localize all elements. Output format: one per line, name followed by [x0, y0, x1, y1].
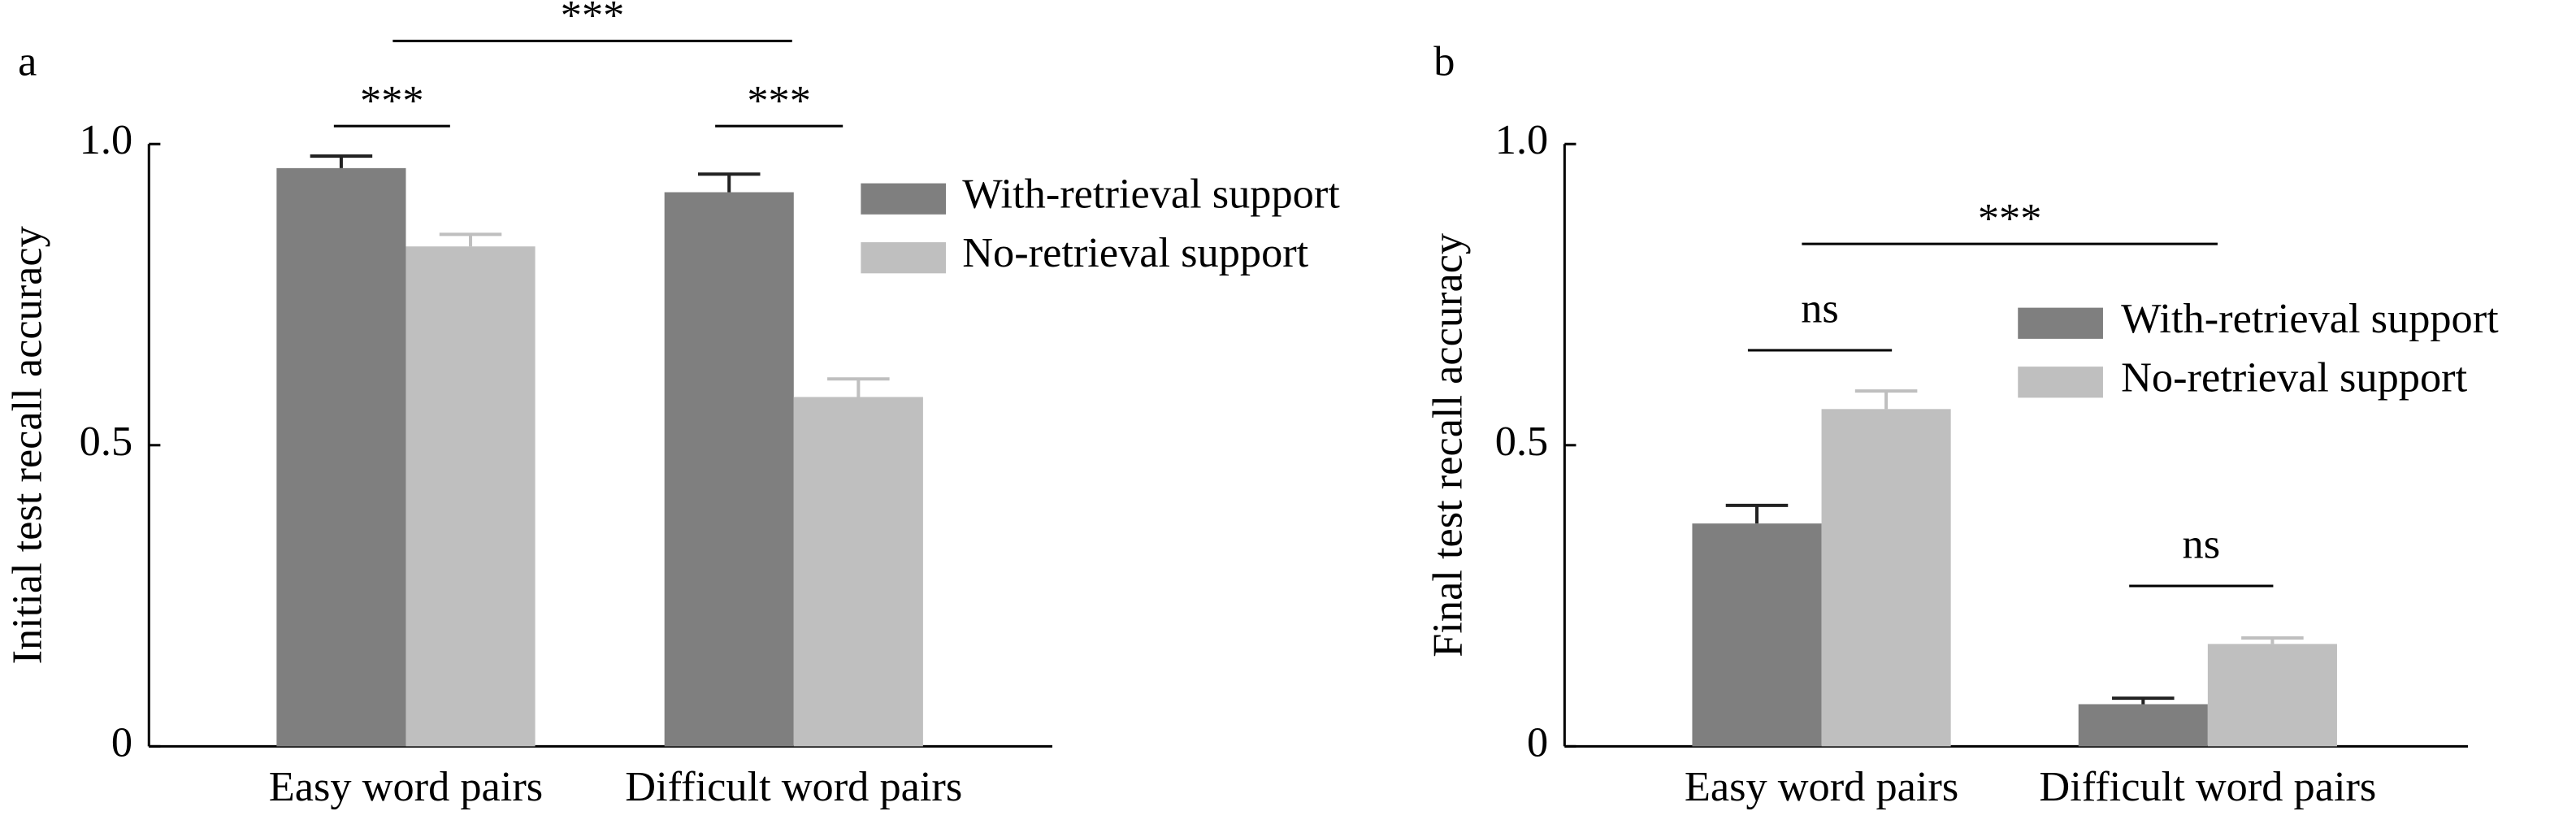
legend-label: No-retrieval support	[2121, 354, 2467, 401]
legend-label: With-retrieval support	[2121, 295, 2499, 342]
y-tick-label: 0	[111, 718, 132, 766]
error-bar	[2241, 636, 2304, 644]
y-axis-label: Final test recall accuracy	[1424, 233, 1471, 657]
bar	[1821, 409, 1951, 747]
x-tick-label: Easy word pairs	[269, 763, 543, 810]
bar	[793, 397, 923, 747]
bar	[2078, 704, 2208, 747]
y-axis-label: Initial test recall accuracy	[3, 226, 50, 664]
bar	[2207, 644, 2337, 747]
panel-label: b	[1433, 38, 1455, 85]
error-bar	[697, 172, 761, 193]
legend-swatch	[2018, 307, 2103, 339]
legend-swatch	[861, 183, 947, 215]
error-bar	[1725, 503, 1789, 524]
error-bar	[1854, 389, 1918, 410]
bar	[276, 167, 406, 747]
y-tick-label: 0	[1527, 718, 1548, 766]
error-bar	[827, 377, 890, 397]
legend-label: No-retrieval support	[962, 229, 1308, 276]
x-tick-label: Easy word pairs	[1685, 763, 1958, 810]
x-tick-label: Difficult word pairs	[2039, 763, 2376, 810]
significance-label: ns	[2183, 521, 2221, 568]
bar	[405, 246, 536, 747]
significance-label: ***	[747, 77, 811, 124]
x-tick-label: Difficult word pairs	[625, 763, 962, 810]
significance-label: ***	[1978, 195, 2042, 242]
significance-label: ***	[561, 0, 625, 39]
error-bar	[310, 154, 373, 168]
significance-label: ns	[1801, 285, 1839, 332]
y-tick-label: 0.5	[80, 418, 132, 465]
y-tick-label: 1.0	[80, 116, 132, 163]
legend-swatch	[861, 242, 947, 274]
error-bar	[439, 232, 502, 247]
y-tick-label: 0.5	[1495, 418, 1548, 465]
legend-label: With-retrieval support	[962, 171, 1340, 218]
error-bar	[2112, 696, 2175, 705]
significance-label: ***	[360, 77, 424, 124]
y-tick-label: 1.0	[1495, 116, 1548, 163]
panel-label: a	[18, 38, 37, 85]
legend-swatch	[2018, 367, 2103, 398]
bar	[1692, 523, 1822, 747]
bar	[664, 192, 794, 747]
